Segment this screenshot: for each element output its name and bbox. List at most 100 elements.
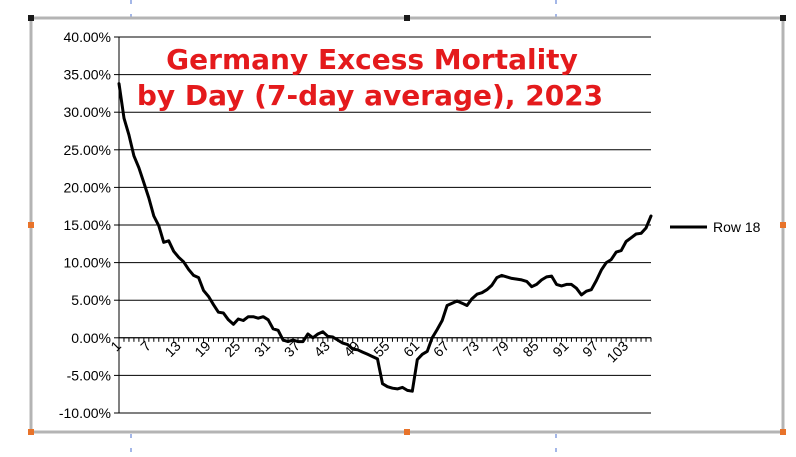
y-tick-label: -10.00% (59, 405, 111, 421)
data-point (465, 304, 469, 307)
data-point (262, 315, 265, 318)
data-point (470, 297, 474, 300)
resize-handle-bottom-right[interactable] (780, 429, 786, 435)
data-point (590, 288, 593, 291)
data-point (366, 353, 369, 356)
y-tick-label: 15.00% (64, 217, 111, 233)
data-point (237, 317, 240, 321)
data-point (436, 328, 439, 331)
y-tick-label: 20.00% (64, 179, 111, 195)
resize-handle-top-right[interactable] (780, 15, 786, 21)
data-point (460, 302, 464, 305)
data-point (495, 276, 499, 279)
data-point (271, 327, 275, 330)
data-point (520, 278, 523, 282)
data-point (232, 323, 235, 326)
data-point (222, 311, 225, 315)
data-point (162, 241, 165, 244)
data-point (187, 268, 190, 271)
data-point (620, 249, 623, 252)
data-point (525, 280, 528, 283)
data-point (585, 290, 588, 293)
data-point (127, 133, 131, 136)
data-point (629, 236, 633, 239)
data-point (644, 226, 648, 230)
data-point (600, 268, 603, 272)
resize-handle-middle-left[interactable] (28, 222, 34, 228)
data-point (371, 355, 374, 358)
data-point (341, 341, 344, 345)
data-point (411, 390, 414, 393)
y-tick-label: 10.00% (64, 255, 111, 271)
data-point (197, 276, 200, 279)
data-point (321, 330, 325, 333)
data-point (142, 181, 146, 185)
resize-handle-bottom-center[interactable] (404, 429, 410, 435)
data-point (311, 336, 315, 339)
data-point (252, 315, 255, 318)
data-point (267, 318, 270, 321)
data-point (450, 302, 454, 305)
data-point (286, 340, 290, 343)
legend[interactable]: Row 18 (670, 219, 761, 235)
data-point (331, 335, 334, 339)
y-tick-label: -5.00% (67, 367, 111, 383)
data-point (276, 329, 280, 332)
resize-handle-middle-right[interactable] (780, 222, 786, 228)
data-point (500, 274, 503, 277)
data-point (217, 311, 220, 314)
data-point (351, 347, 354, 351)
data-point (505, 275, 508, 279)
data-point (540, 278, 543, 282)
data-point (610, 258, 613, 261)
data-point (535, 283, 538, 286)
data-point (172, 250, 175, 253)
data-point (361, 350, 364, 354)
chart-title-line-1: Germany Excess Mortality (166, 43, 578, 76)
data-point (480, 291, 484, 294)
data-point (639, 232, 643, 235)
data-point (167, 239, 170, 242)
data-point (560, 284, 563, 288)
data-point (431, 336, 434, 339)
data-point (192, 274, 195, 277)
data-point (247, 315, 250, 318)
data-point (510, 277, 513, 280)
data-point (485, 288, 489, 291)
y-tick-label: 5.00% (71, 292, 111, 308)
y-tick-label: 30.00% (64, 104, 111, 120)
data-point (117, 82, 121, 85)
data-point (515, 277, 518, 281)
data-point (281, 338, 285, 342)
data-point (381, 382, 384, 385)
data-point (441, 319, 444, 322)
y-tick-label: 25.00% (64, 142, 111, 158)
data-point (207, 295, 210, 298)
data-point (649, 214, 653, 218)
data-point (475, 293, 479, 296)
data-point (242, 319, 245, 322)
data-point (406, 389, 409, 392)
data-point (336, 338, 339, 342)
data-point (122, 117, 126, 120)
resize-handle-top-left[interactable] (28, 15, 34, 21)
data-point (565, 283, 568, 286)
resize-handle-bottom-left[interactable] (28, 429, 34, 435)
data-point (296, 340, 300, 343)
data-point (570, 283, 573, 286)
data-point (545, 275, 548, 279)
data-point (257, 317, 260, 320)
data-point (391, 387, 394, 390)
data-point (376, 357, 379, 361)
y-tick-label: 40.00% (64, 29, 111, 45)
data-point (326, 335, 329, 338)
legend-label-row-18: Row 18 (713, 219, 761, 235)
data-point (386, 385, 389, 388)
data-point (301, 340, 305, 343)
data-point (147, 196, 150, 200)
data-point (426, 350, 429, 353)
data-point (615, 250, 618, 254)
data-point (356, 348, 359, 351)
resize-handle-top-center[interactable] (404, 15, 410, 21)
